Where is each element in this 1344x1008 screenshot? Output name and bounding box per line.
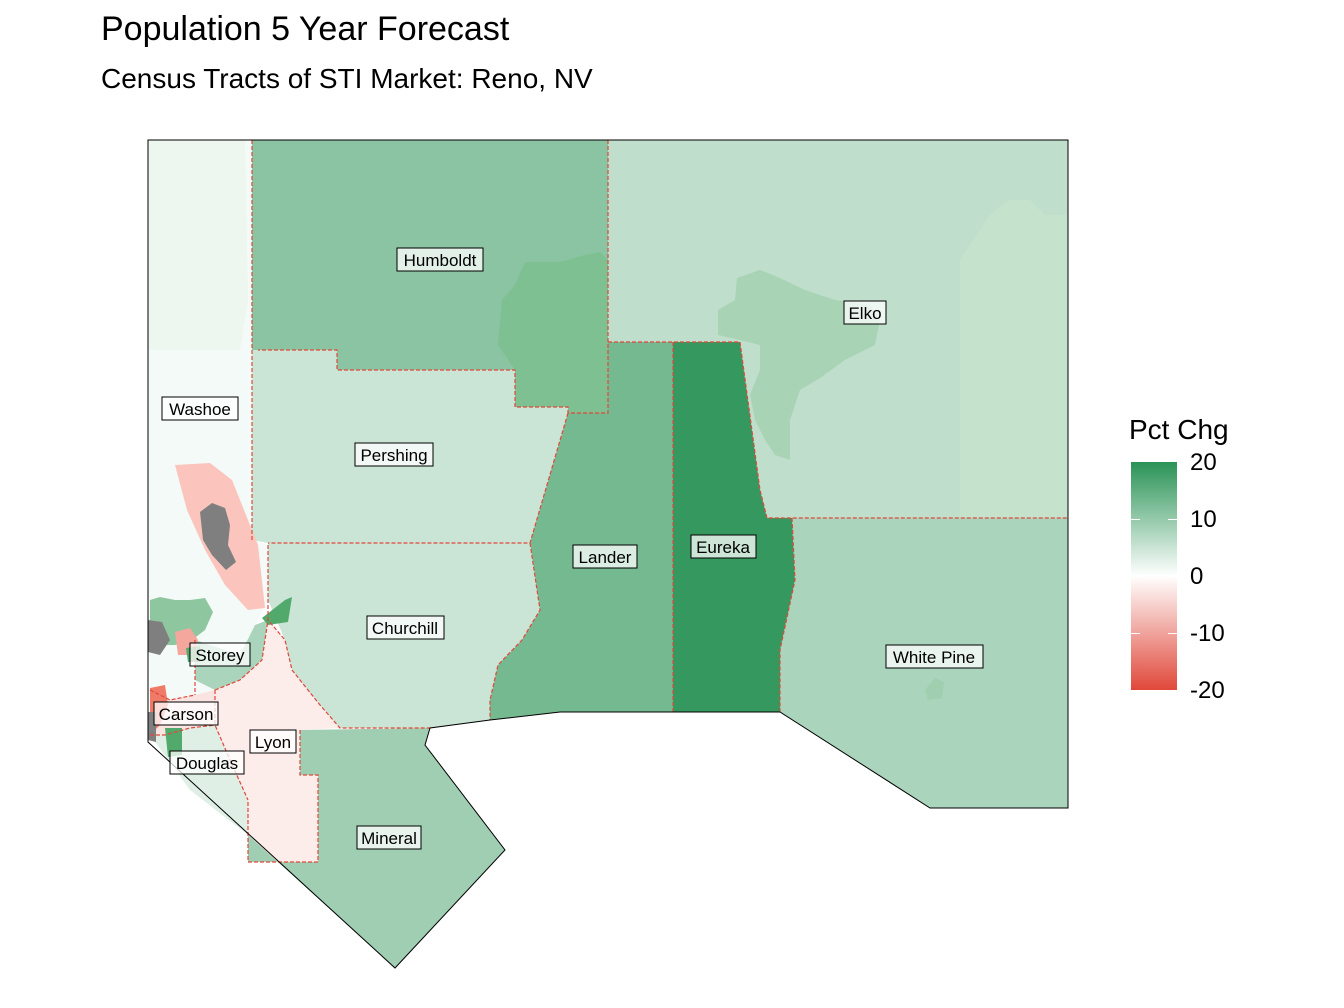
svg-text:Mineral: Mineral — [361, 829, 417, 848]
svg-text:White Pine: White Pine — [893, 648, 975, 667]
county-label-douglas: Douglas — [169, 750, 245, 775]
county-label-churchill: Churchill — [366, 615, 445, 640]
legend-tick-mark — [1168, 519, 1177, 520]
svg-text:Douglas: Douglas — [176, 754, 238, 773]
tract-reno-gray — [148, 620, 170, 655]
county-label-washoe: Washoe — [161, 396, 239, 421]
legend-tick-mark — [1168, 633, 1177, 634]
tract-variation — [148, 140, 1068, 757]
tract-washoe-north-edge — [148, 140, 248, 350]
legend-tick-neg10: -10 — [1190, 620, 1225, 647]
svg-text:Eureka: Eureka — [696, 538, 750, 557]
svg-text:Washoe: Washoe — [169, 400, 231, 419]
legend-tick-20: 20 — [1190, 449, 1217, 476]
chart-title: Population 5 Year Forecast — [101, 10, 510, 48]
county-label-lyon: Lyon — [249, 729, 297, 754]
tract-lyon-green — [262, 597, 292, 625]
tract-elko-east — [960, 200, 1068, 518]
county-label-humboldt: Humboldt — [396, 247, 484, 272]
svg-text:Lyon: Lyon — [255, 733, 291, 752]
svg-text:Lander: Lander — [579, 548, 632, 567]
chart-subtitle: Census Tracts of STI Market: Reno, NV — [101, 63, 593, 94]
legend-tick-mark — [1131, 519, 1140, 520]
tract-douglas-green — [165, 728, 182, 757]
county-label-mineral: Mineral — [356, 825, 422, 850]
legend-tick-10: 10 — [1190, 506, 1217, 533]
legend-tick-mark — [1168, 576, 1177, 577]
county-label-elko: Elko — [843, 300, 887, 325]
legend-tick-mark — [1131, 633, 1140, 634]
tract-humboldt-east — [498, 252, 608, 413]
county-label-storey: Storey — [189, 642, 251, 667]
county-label-carson: Carson — [153, 701, 219, 726]
legend-tick-neg20: -20 — [1190, 677, 1225, 704]
county-label-eureka: Eureka — [690, 534, 757, 559]
svg-text:Storey: Storey — [195, 646, 245, 665]
county-lander[interactable] — [490, 342, 673, 720]
svg-text:Pershing: Pershing — [360, 446, 427, 465]
tract-elko-north — [718, 270, 880, 460]
legend-title: Pct Chg — [1129, 414, 1229, 445]
svg-text:Elko: Elko — [848, 304, 881, 323]
legend-tick-0: 0 — [1190, 563, 1204, 590]
legend-tick-mark — [1131, 576, 1140, 577]
svg-text:Humboldt: Humboldt — [404, 251, 477, 270]
svg-text:Carson: Carson — [159, 705, 214, 724]
svg-text:Churchill: Churchill — [372, 619, 438, 638]
county-borders — [149, 140, 1068, 863]
county-eureka[interactable] — [673, 342, 795, 712]
county-label-pershing: Pershing — [354, 442, 434, 467]
county-label-lander: Lander — [572, 544, 638, 569]
tract-washoe-nodata — [200, 503, 236, 570]
tract-white-pine-spot — [925, 678, 944, 700]
county-label-white-pine: White Pine — [885, 644, 984, 669]
state-outline — [147, 139, 1069, 969]
